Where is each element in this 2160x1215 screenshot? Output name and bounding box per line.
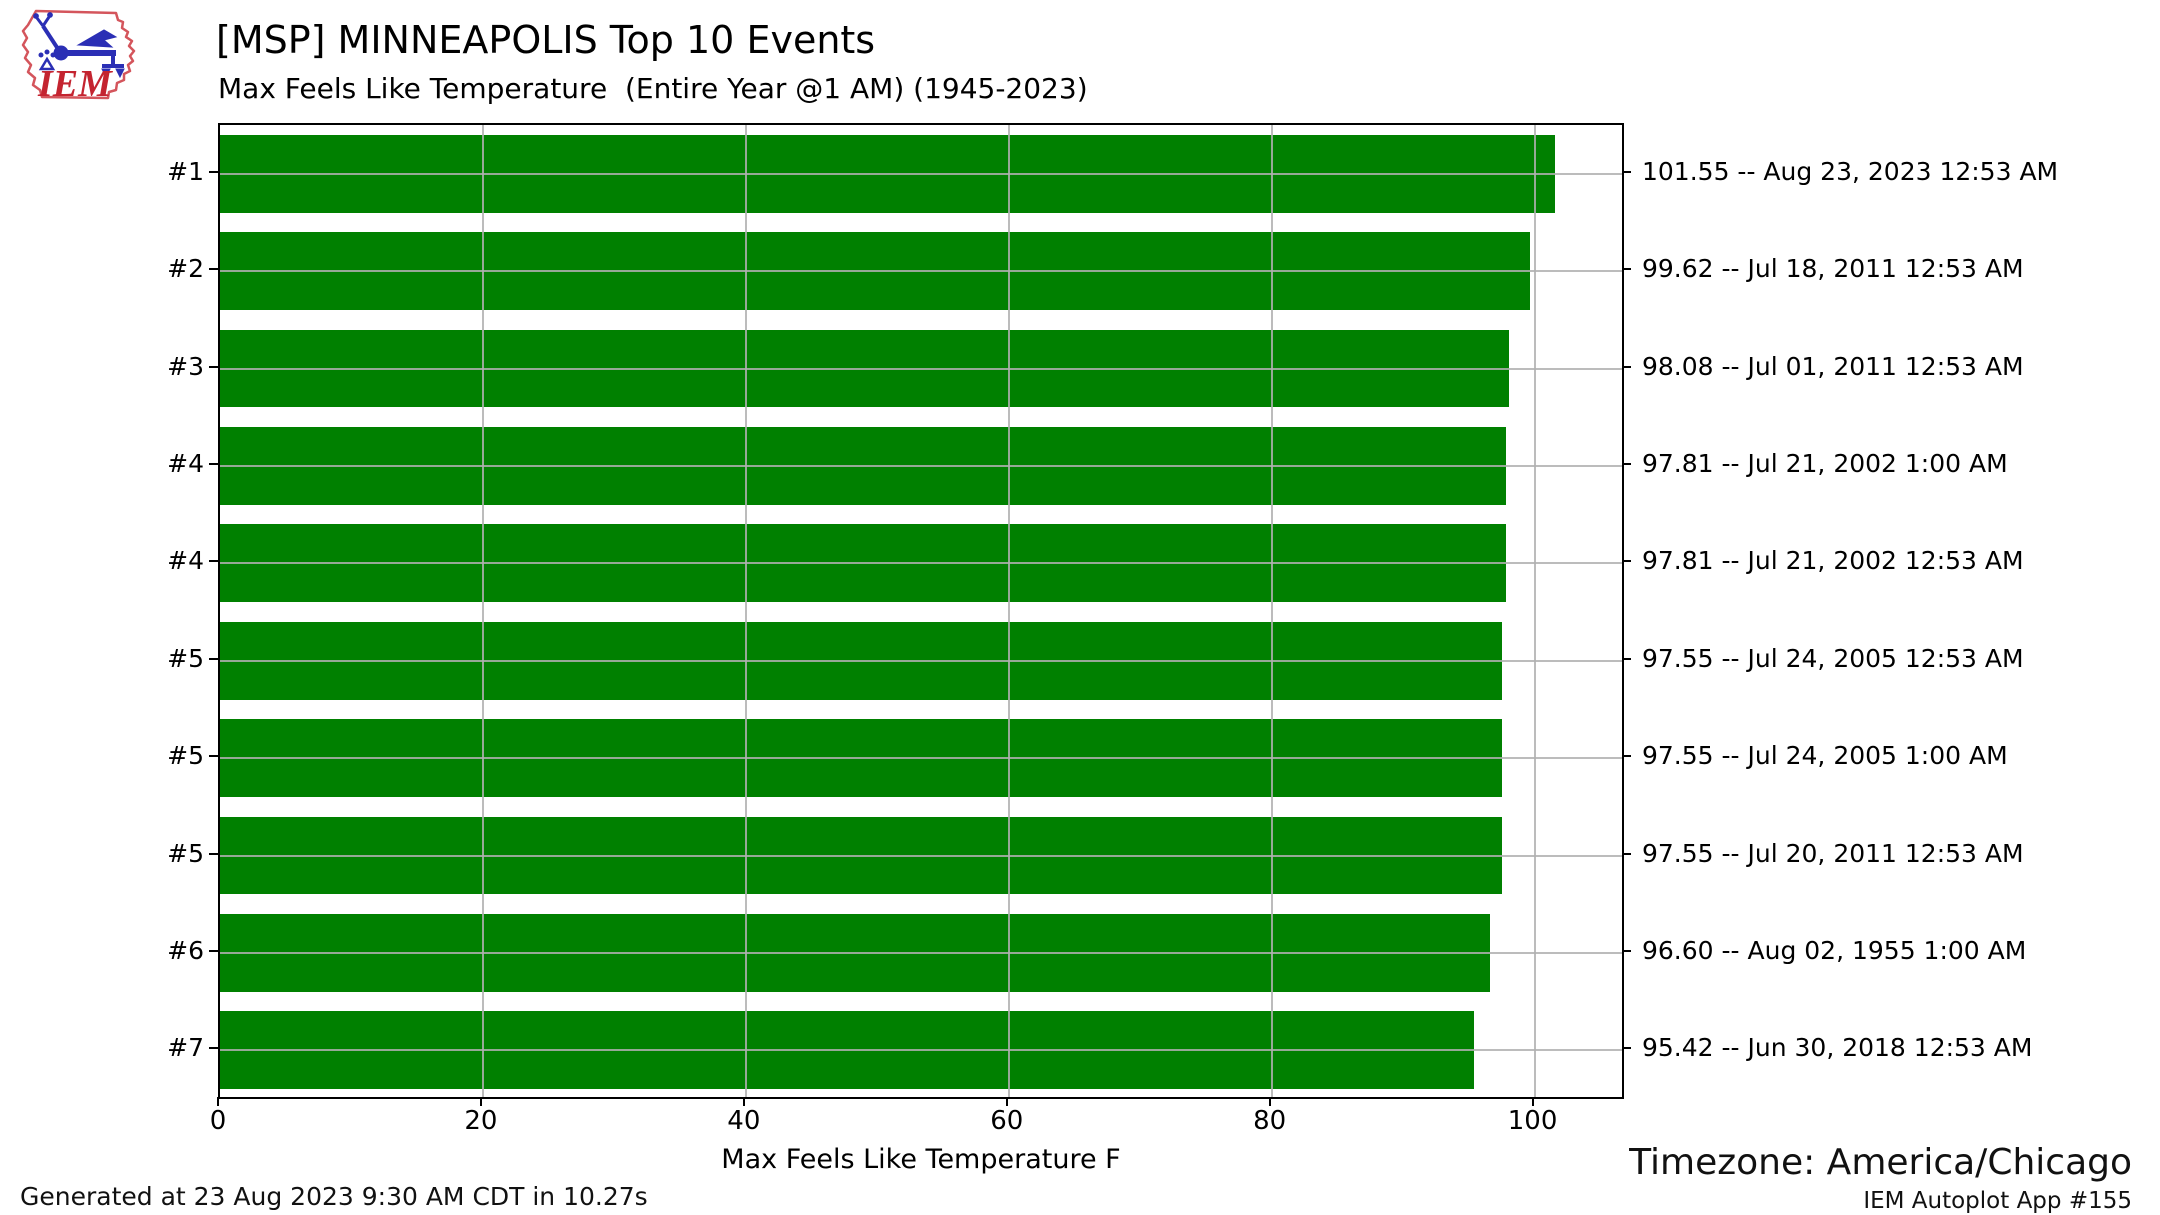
y-tick-label: #5 <box>167 643 204 673</box>
x-tick-label: 40 <box>727 1106 761 1136</box>
y-tick-mark-left <box>209 365 218 368</box>
h-gridline <box>220 172 1622 175</box>
x-tick-mark <box>1268 1097 1271 1106</box>
y-tick-mark-left <box>209 170 218 173</box>
y-tick-mark-left <box>209 657 218 660</box>
h-gridline <box>220 951 1622 954</box>
bar-value-label: 98.08 -- Jul 01, 2011 12:53 AM <box>1642 351 2024 381</box>
x-tick-mark <box>1531 1097 1534 1106</box>
y-tick-mark-right <box>1622 462 1631 465</box>
x-tick-mark <box>1005 1097 1008 1106</box>
y-tick-mark-left <box>209 755 218 758</box>
y-tick-label: #5 <box>167 741 204 771</box>
bar-value-label: 96.60 -- Aug 02, 1955 1:00 AM <box>1642 935 2027 965</box>
y-tick-mark-right <box>1622 949 1631 952</box>
x-tick-mark <box>742 1097 745 1106</box>
x-tick-label: 80 <box>1253 1106 1287 1136</box>
v-gridline <box>1533 125 1536 1097</box>
x-tick-label: 0 <box>209 1106 227 1136</box>
v-gridline <box>744 125 747 1097</box>
h-gridline <box>220 367 1622 370</box>
x-tick-mark <box>217 1097 219 1106</box>
h-gridline <box>220 659 1622 662</box>
y-tick-mark-right <box>1622 365 1631 368</box>
y-tick-label: #4 <box>167 448 204 478</box>
y-tick-label: #6 <box>167 935 204 965</box>
chart-title: [MSP] MINNEAPOLIS Top 10 Events <box>216 18 876 62</box>
y-tick-mark-right <box>1622 657 1631 660</box>
x-axis-label: Max Feels Like Temperature F <box>721 1144 1121 1175</box>
h-gridline <box>220 1049 1622 1052</box>
bar-value-label: 101.55 -- Aug 23, 2023 12:53 AM <box>1642 156 2059 186</box>
y-tick-mark-left <box>209 852 218 855</box>
h-gridline <box>220 464 1622 467</box>
bar-value-label: 95.42 -- Jun 30, 2018 12:53 AM <box>1642 1033 2033 1063</box>
generated-text: Generated at 23 Aug 2023 9:30 AM CDT in … <box>20 1182 648 1211</box>
iem-logo-icon: IEM <box>21 9 136 105</box>
y-tick-label: #3 <box>167 351 204 381</box>
y-tick-mark-right <box>1622 755 1631 758</box>
y-tick-mark-left <box>209 560 218 563</box>
y-tick-mark-left <box>209 949 218 952</box>
bar-value-label: 97.81 -- Jul 21, 2002 12:53 AM <box>1642 546 2024 576</box>
timezone-text: Timezone: America/Chicago <box>1629 1142 2132 1183</box>
y-tick-label: #4 <box>167 546 204 576</box>
y-tick-mark-right <box>1622 170 1631 173</box>
y-tick-mark-left <box>209 1047 218 1050</box>
app-credit-text: IEM Autoplot App #155 <box>1863 1188 2132 1214</box>
y-tick-mark-left <box>209 462 218 465</box>
bar-value-label: 97.55 -- Jul 24, 2005 12:53 AM <box>1642 643 2024 673</box>
h-gridline <box>220 270 1622 273</box>
x-tick-label: 60 <box>990 1106 1024 1136</box>
y-tick-label: #7 <box>167 1033 204 1063</box>
x-tick-label: 100 <box>1507 1106 1558 1136</box>
chart-subtitle: Max Feels Like Temperature (Entire Year … <box>218 72 1088 105</box>
bar-value-label: 97.81 -- Jul 21, 2002 1:00 AM <box>1642 448 2008 478</box>
y-tick-mark-left <box>209 268 218 271</box>
x-tick-label: 20 <box>464 1106 498 1136</box>
y-tick-label: #5 <box>167 838 204 868</box>
x-tick-mark <box>479 1097 482 1106</box>
y-tick-mark-right <box>1622 1047 1631 1050</box>
plot-area <box>218 123 1624 1099</box>
iem-logo-text: IEM <box>37 63 113 105</box>
h-gridline <box>220 854 1622 857</box>
y-tick-label: #2 <box>167 254 204 284</box>
v-gridline <box>1270 125 1273 1097</box>
y-tick-mark-right <box>1622 268 1631 271</box>
bar-value-label: 97.55 -- Jul 24, 2005 1:00 AM <box>1642 741 2008 771</box>
y-tick-mark-right <box>1622 852 1631 855</box>
weathervane-icon <box>33 12 125 79</box>
y-tick-label: #1 <box>167 156 204 186</box>
v-gridline <box>1007 125 1010 1097</box>
v-gridline <box>481 125 484 1097</box>
h-gridline <box>220 562 1622 565</box>
h-gridline <box>220 757 1622 760</box>
y-tick-mark-right <box>1622 560 1631 563</box>
bar-value-label: 99.62 -- Jul 18, 2011 12:53 AM <box>1642 254 2024 284</box>
bar-value-label: 97.55 -- Jul 20, 2011 12:53 AM <box>1642 838 2024 868</box>
